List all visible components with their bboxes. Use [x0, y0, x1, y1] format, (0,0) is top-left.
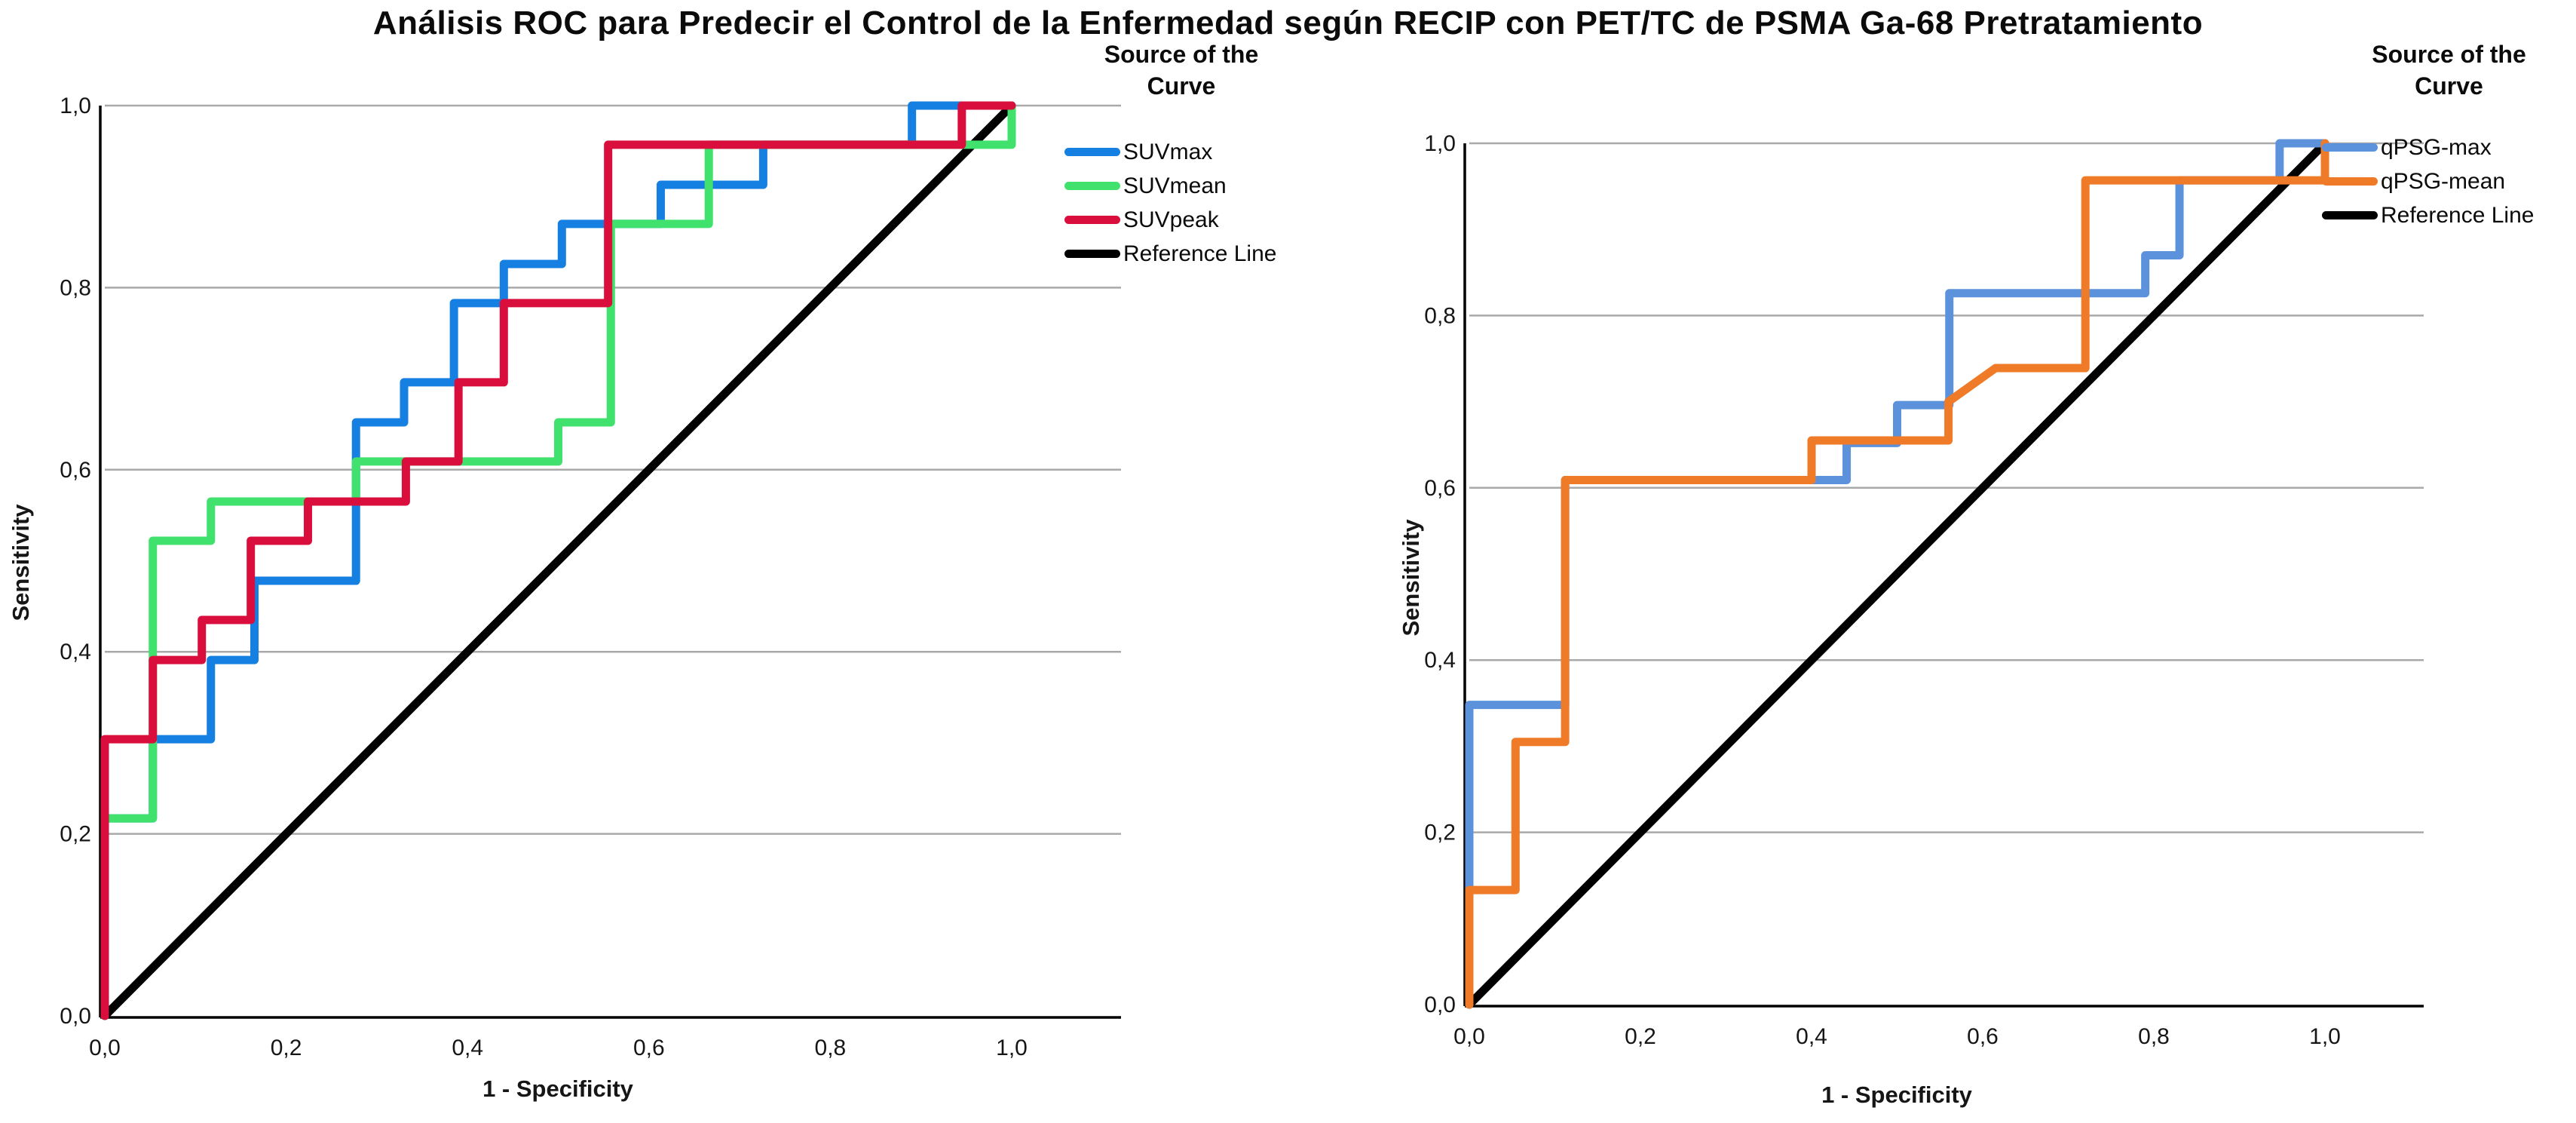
x-tick-label: 0,6 — [1967, 1024, 1999, 1049]
legend-label: SUVpeak — [1123, 207, 1219, 232]
y-tick-label: 0,0 — [60, 1004, 91, 1029]
x-tick-label: 0,6 — [633, 1036, 665, 1060]
y-tick-label: 0,4 — [60, 640, 91, 664]
roc-plot-left: 0,0 0,0 0,2 0,2 0,4 0,4 0,6 0,6 0,8 0,8 1,0 1,0 — [60, 94, 1121, 1060]
y-tick-label: 1,0 — [1424, 131, 1456, 156]
legend-item-suvmax: SUVmax — [1064, 135, 1298, 169]
x-axis-label-right: 1 - Specificity — [1821, 1082, 1972, 1108]
series-reference-line — [100, 101, 1016, 1020]
legend-swatch — [1064, 182, 1120, 191]
page-title: Análisis ROC para Predecir el Control de… — [372, 5, 2204, 41]
legend-item-reference-line: Reference Line — [1064, 237, 1298, 271]
x-tick-label: 0,0 — [1453, 1024, 1485, 1049]
x-tick-label: 0,2 — [271, 1036, 302, 1060]
legend-items-right: qPSG-max qPSG-mean Reference Line — [2322, 130, 2576, 232]
y-axis-label-left: Sensitivity — [8, 504, 34, 621]
legend-item-suvmean: SUVmean — [1064, 169, 1298, 203]
x-tick-label: 1,0 — [996, 1036, 1028, 1060]
series-suvpeak — [100, 101, 1016, 1020]
series-suvmax — [100, 101, 1016, 1020]
x-tick-label: 0,2 — [1625, 1024, 1656, 1049]
legend-label: qPSG-max — [2381, 134, 2492, 160]
legend-swatch — [1064, 148, 1120, 157]
y-tick-label: 0,2 — [1424, 821, 1456, 845]
x-tick-label: 0,8 — [2138, 1024, 2170, 1049]
legend-swatch — [2322, 211, 2378, 220]
y-tick-label: 0,2 — [60, 822, 91, 847]
series-reference-line — [1465, 139, 2329, 1009]
legend-swatch — [1064, 216, 1120, 225]
legend-swatch — [2322, 177, 2378, 186]
roc-plot-right: 0,0 0,0 0,2 0,2 0,4 0,4 0,6 0,6 0,8 0,8 1,0 1,0 — [1424, 131, 2424, 1049]
series-qpsg-mean — [1465, 139, 2329, 1009]
legend-items-left: SUVmax SUVmean SUVpeak Reference Line — [1064, 135, 1298, 271]
y-tick-label: 1,0 — [60, 94, 91, 118]
legend-title-right: Source of the Curve — [2372, 41, 2526, 100]
x-tick-label: 0,4 — [452, 1036, 483, 1060]
legend-label: SUVmean — [1123, 173, 1227, 198]
y-tick-label: 0,8 — [1424, 303, 1456, 328]
legend-left: Source of the Curve SUVmax SUVmean SUVpeak… — [1064, 39, 1298, 271]
x-tick-label: 0,0 — [89, 1036, 121, 1060]
y-axis-label-right: Sensitivity — [1398, 519, 1424, 637]
y-tick-label: 0,8 — [60, 275, 91, 300]
legend-item-qpsg-mean: qPSG-mean — [2322, 164, 2576, 198]
legend-right: Source of the Curve qPSG-max qPSG-mean Ref… — [2322, 39, 2576, 232]
y-tick-label: 0,6 — [1424, 476, 1456, 501]
legend-item-suvpeak: SUVpeak — [1064, 203, 1298, 237]
legend-label: Reference Line — [1123, 241, 1277, 266]
legend-label: qPSG-mean — [2381, 168, 2506, 194]
x-tick-label: 0,4 — [1796, 1024, 1827, 1049]
x-tick-label: 1,0 — [2309, 1024, 2341, 1049]
y-tick-label: 0,0 — [1424, 993, 1456, 1017]
legend-item-qpsg-max: qPSG-max — [2322, 130, 2576, 164]
y-tick-label: 0,4 — [1424, 648, 1456, 673]
legend-swatch — [2322, 143, 2378, 152]
legend-label: Reference Line — [2381, 202, 2535, 228]
x-axis-label-left: 1 - Specificity — [482, 1075, 633, 1102]
y-tick-label: 0,6 — [60, 458, 91, 483]
legend-swatch — [1064, 250, 1120, 259]
x-tick-label: 0,8 — [815, 1036, 847, 1060]
legend-title-left: Source of the Curve — [1104, 41, 1259, 100]
legend-item-reference-line: Reference Line — [2322, 198, 2576, 232]
legend-label: SUVmax — [1123, 139, 1213, 164]
